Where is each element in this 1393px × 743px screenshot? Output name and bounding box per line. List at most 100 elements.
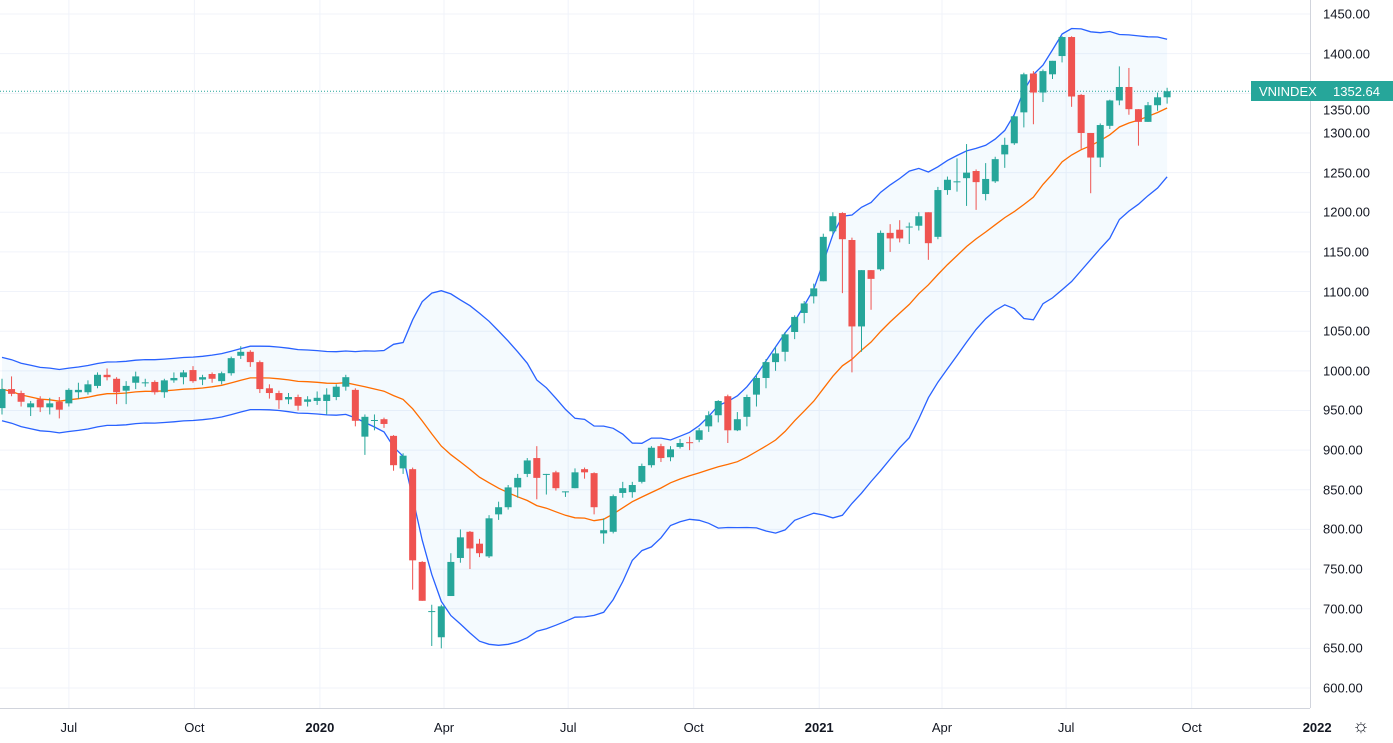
chart-plot-area[interactable]: [0, 0, 1318, 708]
x-tick-label: Jul: [559, 720, 577, 735]
x-tick-label: Oct: [1181, 720, 1202, 735]
y-tick-label: 1400.00: [1323, 46, 1370, 62]
candle-body: [533, 458, 541, 478]
candle-up: [447, 553, 455, 597]
candle-body: [304, 399, 312, 402]
candle-up: [561, 491, 569, 497]
candle-up: [1115, 66, 1123, 106]
candle-down: [848, 237, 856, 373]
candle-up: [905, 222, 913, 244]
candle-body: [886, 232, 894, 239]
candle-body: [943, 179, 951, 191]
x-tick-label: 2022: [1302, 720, 1332, 735]
candle-body: [848, 240, 856, 327]
candle-body: [590, 473, 598, 508]
candle-body: [657, 446, 665, 459]
candle-up: [542, 473, 550, 495]
candle-body: [227, 358, 235, 374]
candle-up: [160, 378, 168, 398]
candle-up: [915, 212, 923, 231]
candle-up: [399, 453, 407, 474]
candle-body: [361, 416, 369, 437]
candle-body: [1020, 74, 1028, 113]
candle-down: [36, 396, 44, 413]
candle-up: [94, 372, 101, 389]
candle-body: [714, 400, 722, 416]
candle-body: [877, 232, 885, 270]
candle-up: [0, 378, 6, 415]
candle-up: [733, 412, 741, 432]
candle-body: [94, 374, 101, 386]
candle-body: [628, 485, 636, 493]
candle-body: [1163, 91, 1171, 98]
candle-down: [151, 380, 159, 395]
candle-body: [647, 447, 655, 466]
candle-up: [705, 411, 713, 432]
candle-down: [1125, 67, 1133, 115]
candle-body: [982, 178, 990, 195]
candle-body: [762, 362, 770, 378]
candle-body: [447, 561, 455, 597]
candle-body: [74, 389, 82, 393]
candle-body: [695, 430, 703, 440]
candle-up: [762, 358, 770, 389]
candle-up: [1020, 72, 1028, 128]
time-axis[interactable]: Jul Oct 2020 Apr Jul Oct 2021 Apr Jul Oct 2022: [0, 708, 1332, 743]
candle-body: [208, 374, 216, 379]
candle-up: [65, 388, 73, 407]
candle-down: [838, 212, 846, 294]
candle-up: [27, 400, 35, 417]
candle-up: [800, 301, 808, 324]
candle-body: [437, 606, 445, 638]
candle-down: [581, 467, 589, 479]
candle-body: [122, 385, 130, 391]
candle-down: [208, 372, 216, 383]
candle-body: [8, 389, 16, 394]
candle-body: [752, 377, 760, 395]
candle-body: [0, 389, 6, 409]
candle-up: [877, 230, 885, 271]
candle-up: [437, 604, 445, 649]
candle-up: [819, 233, 827, 282]
x-tick-label: Jul: [60, 720, 78, 735]
candle-up: [1096, 123, 1104, 168]
candle-down: [409, 467, 417, 590]
candle-body: [1134, 109, 1142, 122]
candle-body: [218, 373, 226, 382]
candle-up: [743, 394, 751, 427]
candle-body: [514, 477, 522, 488]
bollinger-basis-line: [1, 107, 1168, 522]
candle-body: [456, 537, 464, 558]
candle-down: [1029, 71, 1037, 125]
candle-body: [55, 401, 63, 410]
candle-up: [218, 371, 226, 385]
candle-body: [265, 388, 273, 394]
candle-body: [829, 216, 837, 232]
candle-up: [934, 186, 942, 240]
candle-down: [657, 443, 665, 463]
candle-body: [896, 229, 904, 239]
candle-up: [1049, 60, 1056, 80]
candle-up: [829, 212, 837, 235]
candle-up: [342, 374, 350, 391]
candle-down: [686, 436, 694, 451]
candle-body: [380, 419, 388, 424]
y-tick-label: 1200.00: [1323, 204, 1370, 220]
candle-down: [265, 384, 273, 399]
candle-body: [409, 469, 417, 561]
candlestick-chart[interactable]: [0, 0, 1318, 708]
candle-body: [924, 212, 932, 244]
candle-body: [1096, 125, 1104, 158]
candle-up: [179, 370, 187, 385]
candle-up: [609, 494, 617, 534]
price-axis[interactable]: 1450.00 1400.00 1350.00 1300.00 1250.00 1200.…: [1310, 0, 1393, 708]
y-tick-label: 900.00: [1323, 442, 1363, 458]
candle-up: [695, 427, 703, 443]
candle-down: [390, 435, 398, 471]
candle-down: [17, 390, 25, 407]
candle-body: [151, 381, 159, 393]
gear-icon[interactable]: ☼: [1352, 716, 1370, 737]
candle-body: [237, 351, 245, 356]
candle-up: [1001, 137, 1009, 168]
candle-body: [294, 397, 302, 406]
